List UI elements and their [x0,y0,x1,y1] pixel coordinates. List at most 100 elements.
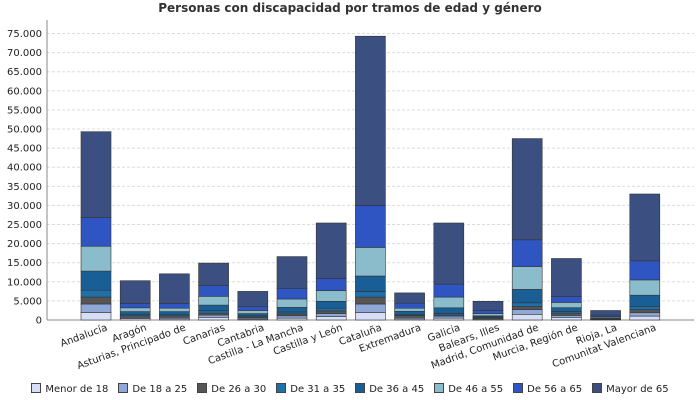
bar-segment [511,302,543,307]
bar-segment [394,307,425,312]
bar-segment [355,296,386,305]
legend-swatch [276,383,287,393]
bar-segment [551,296,582,303]
bar-segment [315,278,347,291]
y-tick-label: 35.000 [7,182,42,193]
bar-segment [472,310,504,314]
bar-segment [433,307,465,314]
y-tick-label: 0 [36,316,42,327]
bar-segment [276,298,308,308]
legend-label: Mayor de 65 [606,384,669,395]
bar-segment [551,316,582,321]
bar-segment [159,311,190,315]
bar-segment [355,303,386,313]
legend-swatch [592,383,603,393]
bar-segment [629,309,661,314]
bar-segment [629,260,661,281]
bar-segment [80,246,112,272]
y-tick-label: 75.000 [7,29,42,40]
y-tick-label: 45.000 [7,144,42,155]
bar-segment [315,310,347,314]
bar-segment [629,294,661,308]
legend-item: De 36 a 45 [355,383,424,395]
bar-segment [551,312,582,316]
bar-segment [472,300,504,311]
y-tick-label: 70.000 [7,48,42,59]
bar-segment [315,290,347,302]
y-tick-label: 55.000 [7,105,42,116]
bar-segment [629,306,661,311]
bar-segment [315,313,347,317]
y-tick-label: 50.000 [7,125,42,136]
bar-segment [159,273,190,304]
bar-segment [80,289,112,298]
legend-swatch [434,383,445,393]
bar-segment [511,313,543,321]
bar-segment [511,289,543,304]
legend-label: De 18 a 25 [132,384,188,395]
y-tick-label: 10.000 [7,277,42,288]
bar-segment [198,262,229,286]
legend-item: De 18 a 25 [118,383,187,395]
legend-label: Menor de 18 [45,384,109,395]
chart-title: Personas con discapacidad por tramos de … [158,1,542,15]
bar-segment [629,279,661,296]
bar-segment [511,309,543,315]
bar-segment [511,239,543,267]
bar-segment [237,310,269,314]
bar-segment [629,312,661,317]
bar-segment [315,222,347,279]
bar-segment [80,217,112,247]
bar-segment [355,35,386,206]
bar-segment [433,315,465,319]
bar-segment [590,310,621,316]
legend-swatch [197,383,208,393]
bar-segment [433,283,465,298]
bar-segment [629,193,661,262]
bar-segment [394,302,425,309]
bar-segment [433,296,465,309]
bar-segment [198,310,229,314]
bar-segment [198,316,229,321]
legend-swatch [118,383,129,393]
bar-segment [551,258,582,298]
bar-segment [394,292,425,304]
bar-segment [511,138,543,241]
legend-item: Menor de 18 [31,383,108,395]
bar-segment [511,306,543,311]
bar-segment [355,275,386,292]
legend: Menor de 18 De 18 a 25 De 26 a 30 De 31 a 3… [0,383,700,395]
bar-segment [551,302,582,308]
bar-segment [159,307,190,312]
bar-segment [394,310,425,315]
bars-layer [80,35,661,321]
bar-segment [119,303,151,309]
bar-segment [198,285,229,297]
legend-item: De 46 a 55 [434,383,503,395]
bar-segment [198,304,229,312]
legend-swatch [31,383,42,393]
bar-segment [198,295,229,306]
x-tick-label: Andalucía [59,322,109,350]
y-tick-label: 60.000 [7,86,42,97]
bar-segment [119,307,151,312]
bar-segment [80,296,112,305]
bar-segment [80,270,112,291]
y-tick-label: 5.000 [13,296,42,307]
y-tick-label: 40.000 [7,163,42,174]
y-tick-label: 25.000 [7,220,42,231]
bar-segment [237,306,269,311]
bar-segment [276,287,308,300]
bar-segment [315,316,347,321]
legend-label: De 31 a 35 [290,384,346,395]
bar-segment [276,307,308,313]
bar-segment [159,303,190,309]
bar-segment [119,280,151,304]
bar-segment [629,315,661,321]
legend-item: De 26 a 30 [197,383,266,395]
bar-segment [80,131,112,218]
bar-segment [80,303,112,313]
bar-segment [198,314,229,318]
